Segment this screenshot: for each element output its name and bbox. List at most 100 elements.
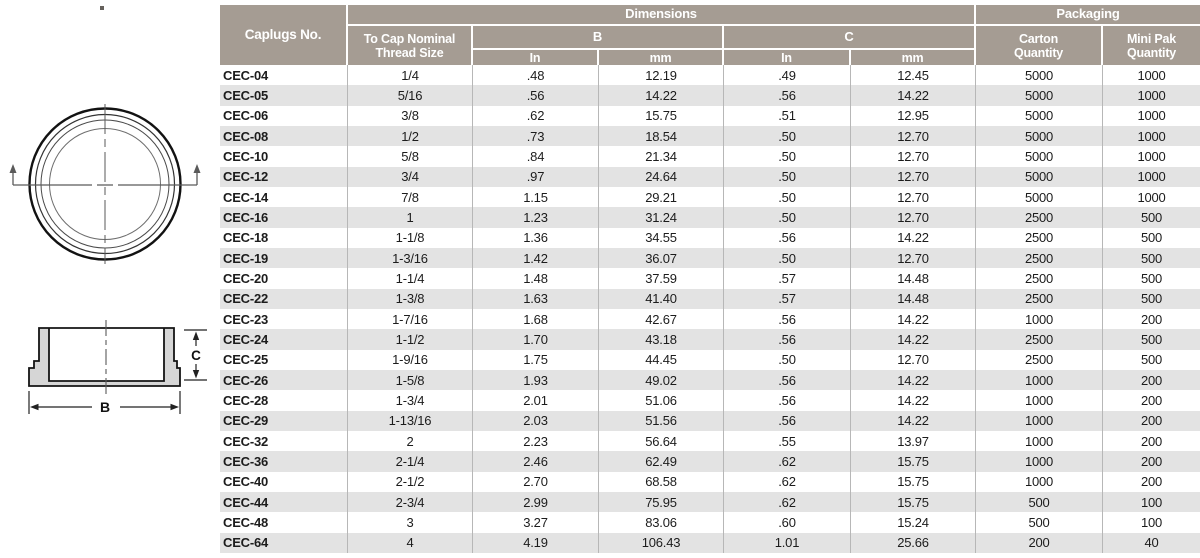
value-cell: 500: [1140, 291, 1163, 307]
dimension-b-label: B: [100, 399, 110, 415]
value-cell: 1.23: [473, 207, 599, 228]
cap-drawings: C B: [9, 6, 207, 415]
value-cell: .50: [724, 207, 851, 228]
value-cell: 1.70: [473, 329, 599, 350]
value-cell: 1.93: [473, 369, 599, 391]
value-cell: 1.63: [473, 288, 599, 309]
value-cell: 2.46: [473, 451, 599, 472]
value-cell: 14.22: [851, 308, 976, 330]
cap-section-diagram: C B: [28, 320, 207, 415]
value-cell: 1000: [976, 430, 1103, 452]
caplugs-no-cell: CEC-19: [220, 247, 348, 269]
value-cell: 2-3/4: [348, 491, 473, 513]
table-row: CEC-44 2-3/4 2.99 75.95.62 15.75 500 100: [220, 491, 1200, 513]
value-cell: 83.06: [599, 512, 724, 533]
dimension-c: [184, 329, 207, 381]
value-cell: 1000: [976, 410, 1103, 431]
value-cell: 200: [1140, 413, 1163, 429]
value-cell: .56: [473, 85, 599, 106]
value-cell: 500: [1140, 250, 1163, 266]
caplugs-no-cell: CEC-14: [220, 186, 348, 208]
value-cell: 1-1/4: [348, 268, 473, 289]
table-row: CEC-19 1-3/16 1.42 36.07.50 12.70 2500 500: [220, 247, 1200, 269]
table-row: CEC-26 1-5/8 1.93 49.02.56 14.22 1000 200: [220, 369, 1200, 391]
value-cell: 12.70: [851, 247, 976, 269]
caplugs-no-cell: CEC-10: [220, 146, 348, 167]
value-cell: 25.66: [851, 532, 976, 553]
value-cell: .51: [724, 105, 851, 126]
header-c-in-unit: In: [724, 50, 849, 65]
table-row: CEC-29 1-13/16 2.03 51.56.56 14.22 1000 200: [220, 410, 1200, 431]
value-cell: 21.34: [599, 146, 724, 167]
value-cell: 14.22: [851, 85, 976, 106]
value-cell: 12.70: [851, 125, 976, 147]
value-cell: .56: [724, 329, 851, 350]
cap-profile: [28, 327, 181, 387]
value-cell: 5000: [976, 186, 1103, 208]
value-cell: .50: [724, 186, 851, 208]
caplugs-no-cell: CEC-18: [220, 227, 348, 248]
caplugs-no-cell: CEC-24: [220, 329, 348, 350]
caplugs-no-cell: CEC-22: [220, 288, 348, 309]
value-cell: 12.70: [851, 166, 976, 187]
spec-table: Caplugs No. Dimensions Packaging To Cap …: [220, 5, 1200, 553]
value-cell: 1-1/2: [348, 329, 473, 350]
value-cell: 100: [1140, 494, 1163, 510]
table-row: CEC-25 1-9/16 1.75 44.45.50 12.70 2500 500: [220, 349, 1200, 370]
value-cell: .48: [473, 65, 599, 86]
value-cell: 24.64: [599, 166, 724, 187]
table-row: CEC-16 1 1.23 31.24.50 12.70 2500 500: [220, 207, 1200, 228]
caplugs-no-cell: CEC-06: [220, 105, 348, 126]
table-body: CEC-04 1/4.48 12.19.49 12.45 5000 1000 CEC-05 5…: [220, 65, 1200, 553]
value-cell: .62: [724, 471, 851, 492]
value-cell: 34.55: [599, 227, 724, 248]
header-b-in-unit: In: [473, 50, 597, 65]
value-cell: 1000: [976, 471, 1103, 492]
value-cell: .97: [473, 166, 599, 187]
value-cell: 1000: [1137, 108, 1166, 124]
value-cell: 14.22: [851, 390, 976, 411]
value-cell: .56: [724, 390, 851, 411]
header-dimensions-group: Dimensions: [348, 5, 974, 24]
caplugs-no-cell: CEC-48: [220, 512, 348, 533]
value-cell: 62.49: [599, 451, 724, 472]
caplugs-no-cell: CEC-12: [220, 166, 348, 187]
value-cell: 2.01: [473, 390, 599, 411]
caplugs-no-cell: CEC-25: [220, 349, 348, 370]
value-cell: 12.95: [851, 105, 976, 126]
value-cell: .62: [473, 105, 599, 126]
value-cell: 3: [348, 512, 473, 533]
value-cell: .56: [724, 410, 851, 431]
value-cell: 15.24: [851, 512, 976, 533]
value-cell: .55: [724, 430, 851, 452]
value-cell: 2-1/2: [348, 471, 473, 492]
value-cell: 1/2: [348, 125, 473, 147]
value-cell: 1000: [1137, 67, 1166, 83]
value-cell: 106.43: [599, 532, 724, 553]
value-cell: 1000: [976, 369, 1103, 391]
value-cell: 2.70: [473, 471, 599, 492]
value-cell: 31.24: [599, 207, 724, 228]
caplugs-no-cell: CEC-26: [220, 369, 348, 391]
value-cell: 500: [1140, 352, 1163, 368]
dimension-c-label: C: [191, 348, 201, 363]
value-cell: 15.75: [851, 471, 976, 492]
value-cell: .56: [724, 227, 851, 248]
table-row: CEC-10 5/8.84 21.34.50 12.70 5000 1000: [220, 146, 1200, 167]
value-cell: 5/8: [348, 146, 473, 167]
value-cell: 12.70: [851, 207, 976, 228]
value-cell: 100: [1140, 514, 1163, 530]
header-carton-quantity: Carton Quantity: [976, 26, 1101, 65]
value-cell: 1-13/16: [348, 410, 473, 431]
value-cell: 1000: [1137, 169, 1166, 185]
header-b-mm-unit: mm: [599, 50, 722, 65]
table-row: CEC-40 2-1/2 2.70 68.58.62 15.75 1000 200: [220, 471, 1200, 492]
value-cell: 1-9/16: [348, 349, 473, 370]
value-cell: 14.48: [851, 268, 976, 289]
value-cell: 1000: [976, 451, 1103, 472]
value-cell: 14.22: [851, 329, 976, 350]
value-cell: .49: [724, 65, 851, 86]
value-cell: 1-3/4: [348, 390, 473, 411]
value-cell: 14.22: [851, 410, 976, 431]
table-row: CEC-64 4 4.19 106.43 1.01 25.66 200 40: [220, 532, 1200, 553]
